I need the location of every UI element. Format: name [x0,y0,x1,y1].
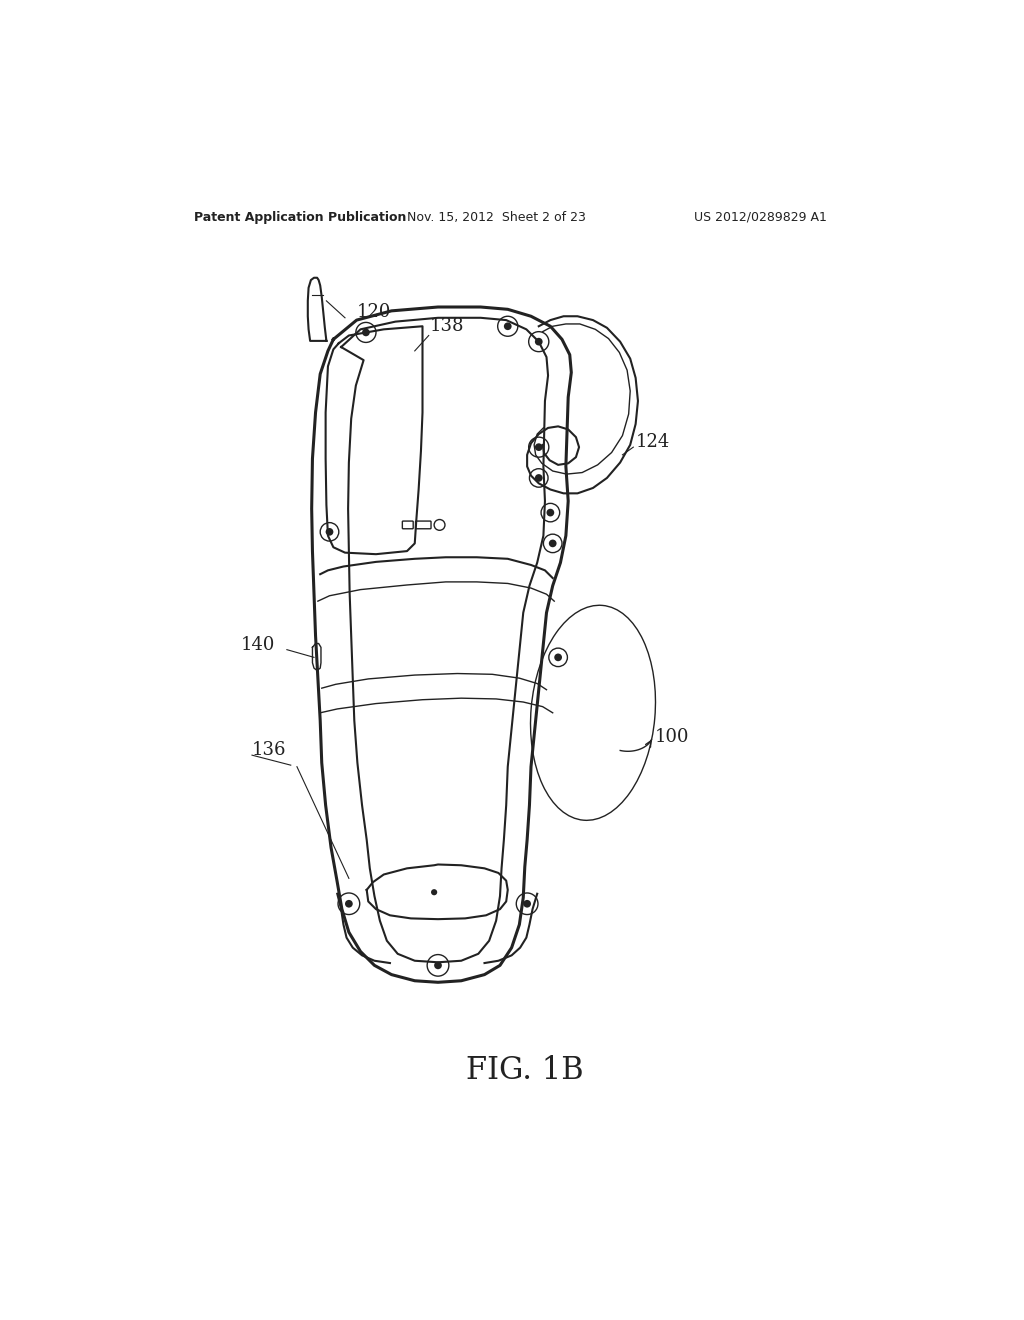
Circle shape [326,528,334,536]
Circle shape [535,444,543,451]
Text: US 2012/0289829 A1: US 2012/0289829 A1 [693,211,826,224]
Text: 120: 120 [356,304,391,321]
Circle shape [523,900,531,908]
Circle shape [431,890,437,895]
Circle shape [362,329,370,337]
Text: 136: 136 [252,741,287,759]
Circle shape [535,474,543,482]
Circle shape [345,900,352,908]
Text: 100: 100 [655,729,689,746]
Text: FIG. 1B: FIG. 1B [466,1056,584,1086]
Text: 140: 140 [241,636,274,653]
Circle shape [547,508,554,516]
Text: Patent Application Publication: Patent Application Publication [194,211,407,224]
Text: 124: 124 [636,433,670,450]
Circle shape [504,322,512,330]
Text: Nov. 15, 2012  Sheet 2 of 23: Nov. 15, 2012 Sheet 2 of 23 [407,211,586,224]
Circle shape [554,653,562,661]
Text: 138: 138 [430,317,465,335]
Circle shape [434,961,442,969]
Circle shape [549,540,557,548]
Circle shape [535,338,543,346]
